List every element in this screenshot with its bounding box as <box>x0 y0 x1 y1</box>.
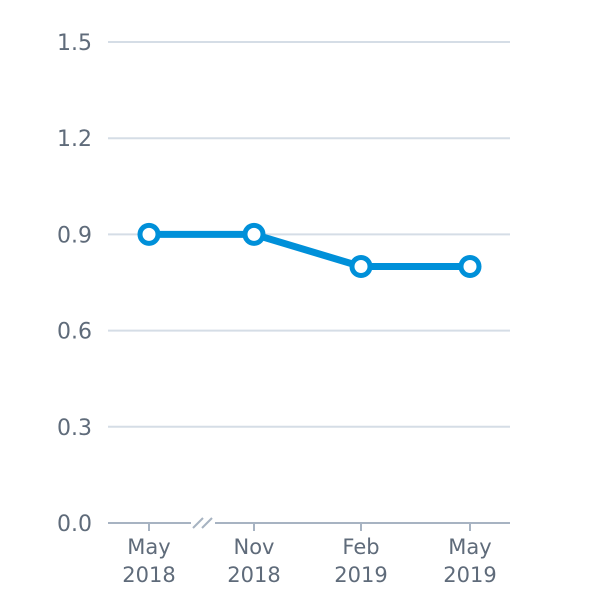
y-tick-label: 1.2 <box>57 127 92 152</box>
data-point-3 <box>458 254 482 278</box>
x-tick-label-line1: May <box>127 535 170 559</box>
x-tick-label-line1: May <box>448 535 491 559</box>
axis-break-slash-1 <box>192 517 204 529</box>
x-tick-label-line2: 2018 <box>122 563 175 587</box>
data-point-0 <box>137 222 161 246</box>
x-tick-label-line1: Feb <box>342 535 379 559</box>
x-axis-labels: May 2018 Nov 2018 Feb 2019 May 2019 <box>122 535 496 587</box>
x-tick-label-line2: 2018 <box>227 563 280 587</box>
data-point-1 <box>242 222 266 246</box>
series-line-0 <box>145 230 474 270</box>
y-axis-labels: 0.0 0.3 0.6 0.9 1.2 1.5 <box>57 31 92 537</box>
y-tick-label: 0.9 <box>57 223 92 248</box>
series-layer <box>137 222 482 278</box>
x-tick-label-line1: Nov <box>234 535 275 559</box>
axis-break-slash-2 <box>201 517 213 529</box>
y-tick-label: 0.3 <box>57 416 92 441</box>
y-tick-label: 0.6 <box>57 320 92 345</box>
y-tick-label: 1.5 <box>57 31 92 56</box>
axis-break-mask <box>191 516 215 530</box>
axis-break-marker <box>191 516 215 530</box>
x-tick-label-line2: 2019 <box>334 563 387 587</box>
y-tick-label: 0.0 <box>57 512 92 537</box>
x-axis <box>108 516 510 531</box>
x-tick-label-line2: 2019 <box>443 563 496 587</box>
data-point-2 <box>349 254 373 278</box>
